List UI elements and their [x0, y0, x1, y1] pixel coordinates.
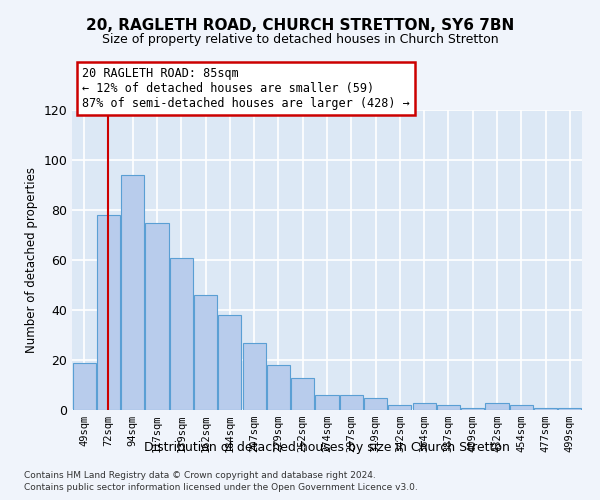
Bar	[534, 408, 557, 410]
Text: Contains HM Land Registry data © Crown copyright and database right 2024.: Contains HM Land Registry data © Crown c…	[24, 471, 376, 480]
Bar	[437, 405, 460, 410]
Bar	[485, 402, 509, 410]
Text: 20 RAGLETH ROAD: 85sqm
← 12% of detached houses are smaller (59)
87% of semi-det: 20 RAGLETH ROAD: 85sqm ← 12% of detached…	[82, 67, 410, 110]
Bar	[291, 378, 314, 410]
Bar	[218, 315, 241, 410]
Text: Distribution of detached houses by size in Church Stretton: Distribution of detached houses by size …	[144, 441, 510, 454]
Bar	[267, 365, 290, 410]
Bar	[413, 402, 436, 410]
Y-axis label: Number of detached properties: Number of detached properties	[25, 167, 38, 353]
Bar	[121, 175, 144, 410]
Bar	[145, 222, 169, 410]
Bar	[364, 398, 387, 410]
Bar	[194, 295, 217, 410]
Bar	[340, 395, 363, 410]
Bar	[461, 408, 484, 410]
Bar	[97, 215, 120, 410]
Bar	[388, 405, 412, 410]
Bar	[73, 362, 95, 410]
Bar	[316, 395, 338, 410]
Bar	[242, 342, 266, 410]
Text: Size of property relative to detached houses in Church Stretton: Size of property relative to detached ho…	[101, 32, 499, 46]
Bar	[510, 405, 533, 410]
Text: Contains public sector information licensed under the Open Government Licence v3: Contains public sector information licen…	[24, 484, 418, 492]
Text: 20, RAGLETH ROAD, CHURCH STRETTON, SY6 7BN: 20, RAGLETH ROAD, CHURCH STRETTON, SY6 7…	[86, 18, 514, 32]
Bar	[559, 408, 581, 410]
Bar	[170, 258, 193, 410]
